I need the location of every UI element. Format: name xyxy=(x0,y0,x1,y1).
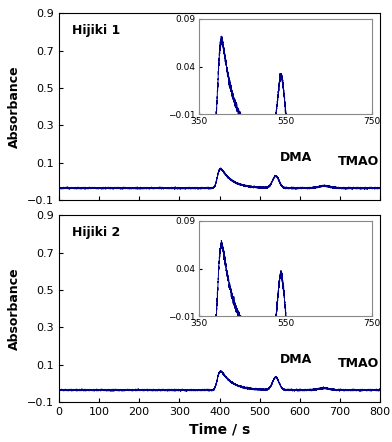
Text: Hijiki 1: Hijiki 1 xyxy=(72,24,120,38)
Text: As(V): As(V) xyxy=(225,249,263,262)
Y-axis label: Absorbance: Absorbance xyxy=(8,65,22,148)
X-axis label: Time / s: Time / s xyxy=(189,423,250,437)
Text: TMAO: TMAO xyxy=(338,156,379,168)
Text: DMA: DMA xyxy=(280,151,312,164)
Y-axis label: Absorbance: Absorbance xyxy=(8,267,22,350)
Text: DMA: DMA xyxy=(280,353,312,366)
Text: As(V): As(V) xyxy=(225,47,263,60)
Text: TMAO: TMAO xyxy=(338,358,379,370)
Text: Hijiki 2: Hijiki 2 xyxy=(72,226,120,240)
